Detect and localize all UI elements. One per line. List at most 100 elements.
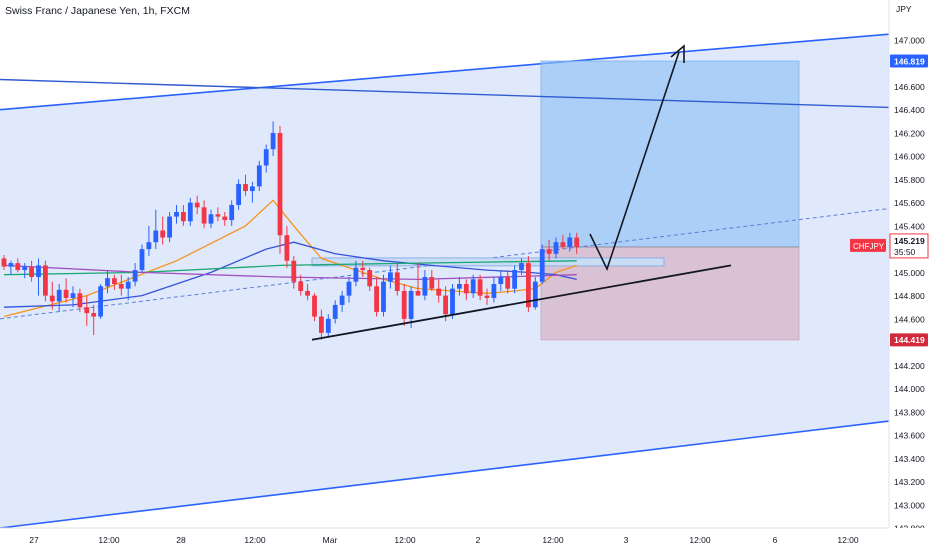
target-zone[interactable] <box>540 60 800 248</box>
candle[interactable] <box>325 314 331 338</box>
candle[interactable] <box>450 284 455 319</box>
candle[interactable] <box>532 277 538 310</box>
candle[interactable] <box>236 179 241 210</box>
candle[interactable] <box>132 263 138 287</box>
candle[interactable] <box>208 209 214 229</box>
candle[interactable] <box>567 232 573 252</box>
candle[interactable] <box>436 279 442 303</box>
candle[interactable] <box>332 300 338 324</box>
candle[interactable] <box>105 270 110 294</box>
candle[interactable] <box>49 281 55 310</box>
candle[interactable] <box>346 277 352 303</box>
candle[interactable] <box>1 254 7 271</box>
candle[interactable] <box>512 265 517 294</box>
candle[interactable] <box>256 160 262 192</box>
candle[interactable] <box>457 277 462 296</box>
candle[interactable] <box>36 258 41 296</box>
moving-average-1[interactable] <box>3 199 577 318</box>
candle[interactable] <box>477 274 483 301</box>
candle[interactable] <box>470 274 476 298</box>
candle[interactable] <box>367 267 373 291</box>
candle[interactable] <box>22 263 28 279</box>
candle[interactable] <box>98 284 103 319</box>
candle[interactable] <box>139 244 145 273</box>
candle[interactable] <box>84 295 90 326</box>
candle-body <box>215 214 221 217</box>
moving-average-4[interactable] <box>3 264 577 281</box>
dashed-trend-line[interactable] <box>0 207 890 320</box>
candle[interactable] <box>360 260 366 278</box>
candle[interactable] <box>388 265 393 289</box>
candle[interactable] <box>187 198 193 226</box>
candle[interactable] <box>312 293 317 322</box>
candle[interactable] <box>381 274 386 317</box>
candle[interactable] <box>429 270 435 291</box>
candle[interactable] <box>374 277 379 317</box>
candle[interactable] <box>498 270 504 291</box>
candle[interactable] <box>201 200 207 229</box>
candle-body <box>526 263 531 308</box>
candle[interactable] <box>118 274 124 296</box>
candle[interactable] <box>91 304 97 336</box>
candle[interactable] <box>77 288 83 312</box>
moving-average-3[interactable] <box>3 260 577 276</box>
channel-upper-line[interactable] <box>0 33 890 111</box>
candle[interactable] <box>519 258 524 275</box>
candle[interactable] <box>415 263 421 296</box>
candle[interactable] <box>194 195 200 215</box>
candle[interactable] <box>263 144 269 173</box>
candle[interactable] <box>63 278 69 303</box>
candle[interactable] <box>153 209 159 250</box>
candle[interactable] <box>70 286 76 308</box>
candle[interactable] <box>222 211 228 226</box>
candle[interactable] <box>43 260 48 302</box>
candle[interactable] <box>146 225 152 257</box>
support-line[interactable] <box>311 264 732 341</box>
candle[interactable] <box>574 232 580 254</box>
candle[interactable] <box>56 284 62 312</box>
channel-lower-line[interactable] <box>0 420 890 529</box>
candle[interactable] <box>394 263 400 296</box>
candle[interactable] <box>526 256 531 312</box>
candle[interactable] <box>408 286 414 329</box>
candle[interactable] <box>463 279 469 301</box>
projection-arrow[interactable] <box>589 51 680 272</box>
candle[interactable] <box>539 244 545 284</box>
candle[interactable] <box>560 235 566 250</box>
candle[interactable] <box>167 211 172 243</box>
candle[interactable] <box>270 121 276 157</box>
candle[interactable] <box>160 216 166 245</box>
candle[interactable] <box>546 239 552 261</box>
candle[interactable] <box>284 225 290 268</box>
candle[interactable] <box>112 274 117 290</box>
candle[interactable] <box>243 174 248 196</box>
candle[interactable] <box>181 204 186 226</box>
candle-body <box>546 249 552 254</box>
candle[interactable] <box>553 237 559 259</box>
candle[interactable] <box>491 277 497 303</box>
candle[interactable] <box>484 288 490 305</box>
candle[interactable] <box>8 260 14 275</box>
price-axis[interactable] <box>889 0 932 550</box>
candle[interactable] <box>353 260 359 287</box>
candle[interactable] <box>229 200 235 226</box>
candle[interactable] <box>422 270 428 301</box>
time-axis[interactable] <box>0 528 932 550</box>
candle[interactable] <box>319 309 324 340</box>
candle[interactable] <box>277 125 283 254</box>
candle[interactable] <box>215 207 221 222</box>
candle[interactable] <box>339 290 345 312</box>
candle[interactable] <box>15 258 21 273</box>
trend-line[interactable] <box>0 78 890 109</box>
candle[interactable] <box>174 204 179 224</box>
candle[interactable] <box>250 181 255 203</box>
candle[interactable] <box>401 284 407 326</box>
candle[interactable] <box>291 256 297 289</box>
candle[interactable] <box>305 284 310 301</box>
candle[interactable] <box>505 270 511 294</box>
candle[interactable] <box>298 274 304 296</box>
candle[interactable] <box>125 277 131 301</box>
candle-body <box>22 266 28 271</box>
candle[interactable] <box>29 260 34 282</box>
